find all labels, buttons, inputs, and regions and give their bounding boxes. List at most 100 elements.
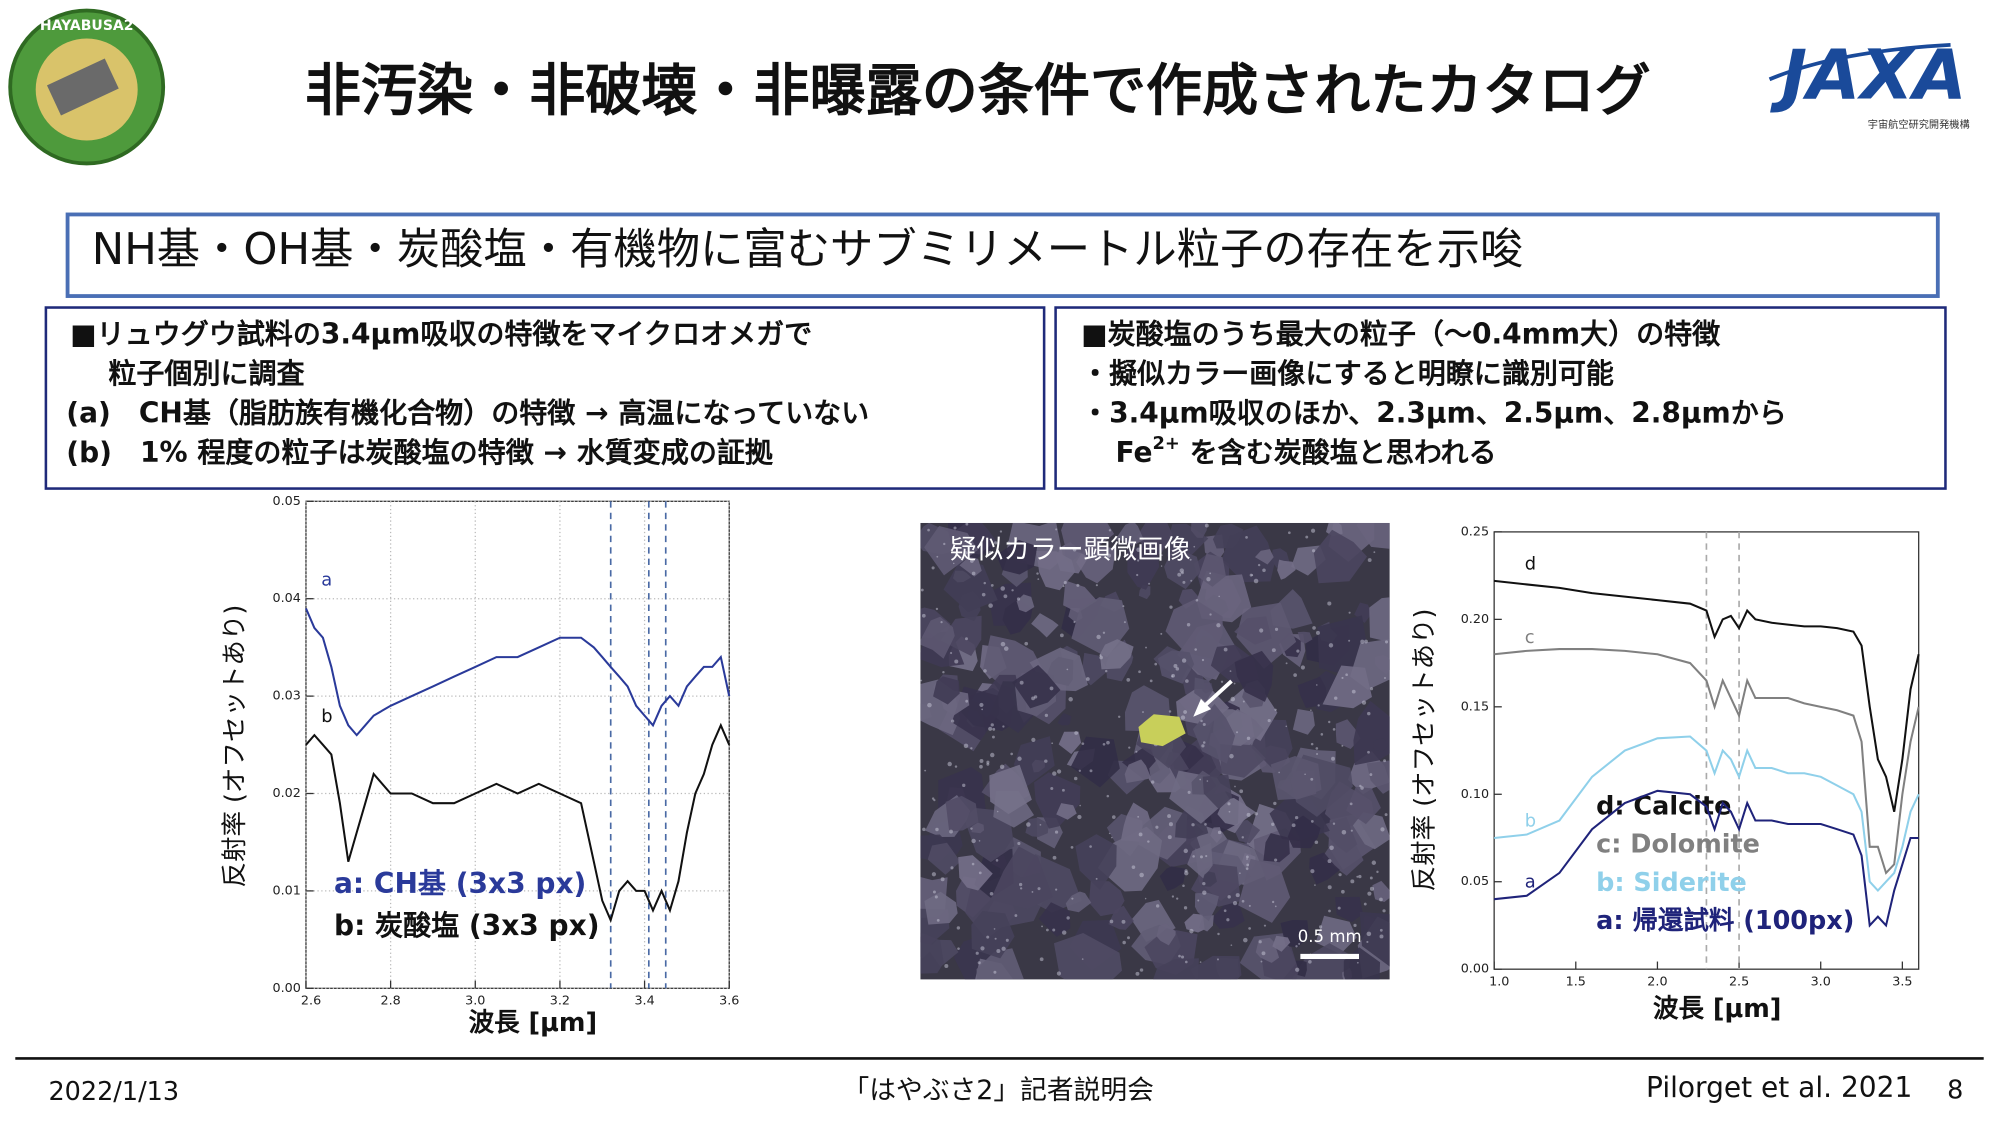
speck	[1349, 802, 1353, 806]
speck	[1031, 891, 1034, 893]
speck	[1185, 679, 1189, 683]
rock	[991, 854, 1008, 871]
rock	[1031, 759, 1045, 773]
speck	[1227, 895, 1231, 899]
speck	[1017, 756, 1022, 761]
rock	[1309, 852, 1340, 885]
rock	[1369, 597, 1390, 642]
speck	[1183, 710, 1187, 714]
speck	[1099, 655, 1103, 660]
speck	[949, 829, 953, 834]
rock	[1053, 932, 1123, 980]
speck	[1285, 662, 1288, 665]
speck	[1267, 719, 1271, 723]
speck	[953, 526, 957, 530]
speck	[1206, 577, 1211, 582]
speck	[971, 862, 975, 866]
x-tick-label: 3.4	[634, 994, 654, 1009]
footer-event: 「はやぶさ2」記者説明会	[842, 1075, 1153, 1106]
speck	[1056, 769, 1062, 774]
speck	[1242, 700, 1245, 703]
speck	[1073, 776, 1078, 781]
speck	[1209, 613, 1212, 616]
speck	[1331, 756, 1335, 761]
speck	[935, 607, 939, 611]
speck	[1180, 715, 1186, 720]
speck	[927, 528, 930, 532]
speck	[1334, 696, 1338, 700]
speck	[1202, 890, 1207, 895]
speck	[1236, 731, 1239, 734]
speck	[1233, 682, 1236, 685]
speck	[1026, 822, 1031, 827]
speck	[1254, 812, 1258, 816]
speck	[1081, 742, 1085, 746]
speck	[1003, 646, 1009, 651]
y-tick-label: 0.10	[1461, 787, 1489, 802]
photo-texture	[920, 522, 1390, 980]
rock	[1025, 817, 1049, 837]
speck	[1285, 725, 1288, 728]
page-number: 8	[1947, 1076, 1963, 1106]
speck	[1160, 565, 1163, 567]
speck	[1074, 731, 1079, 735]
speck	[1052, 855, 1057, 860]
speck	[1139, 968, 1144, 972]
speck	[970, 747, 973, 750]
speck	[1037, 887, 1041, 891]
series-label: c	[1525, 627, 1535, 648]
rock	[1057, 713, 1072, 726]
speck	[1135, 971, 1140, 976]
speck	[1194, 648, 1197, 651]
speck	[996, 949, 1001, 954]
speck	[952, 562, 955, 565]
speck	[1189, 928, 1194, 934]
speck	[1036, 572, 1039, 575]
y-tick-label: 0.05	[273, 494, 301, 509]
rock	[1156, 923, 1176, 946]
speck	[1314, 884, 1316, 886]
x-tick-label: 3.0	[465, 994, 485, 1009]
speck	[931, 566, 935, 570]
speck	[1223, 909, 1227, 913]
left-box-line: ■リュウグウ試料の3.4μm吸収の特徴をマイクロオメガで	[70, 318, 812, 351]
speck	[995, 859, 999, 862]
speck	[1350, 829, 1353, 832]
speck	[965, 637, 968, 641]
speck	[981, 592, 986, 597]
speck	[1262, 568, 1266, 573]
speck	[1288, 531, 1291, 535]
speck	[994, 937, 997, 940]
speck	[1155, 825, 1159, 829]
rock	[1297, 631, 1313, 644]
left-box	[44, 306, 1046, 490]
rock	[1190, 955, 1242, 980]
x-tick-label: 1.0	[1489, 974, 1509, 989]
rock	[1115, 522, 1144, 547]
speck	[1160, 554, 1163, 557]
speck	[1310, 709, 1312, 711]
speck	[1081, 958, 1084, 960]
speck	[1217, 830, 1222, 835]
speck	[920, 679, 923, 682]
speck	[1089, 845, 1092, 848]
speck	[1367, 711, 1371, 716]
speck	[1089, 769, 1093, 773]
speck	[1300, 665, 1305, 670]
series-label: a	[1525, 872, 1536, 893]
speck	[1017, 841, 1021, 846]
legend-entry: c: Dolomite	[1596, 830, 1760, 860]
speck	[1253, 578, 1259, 584]
speck	[1239, 872, 1241, 875]
speck	[1383, 759, 1387, 763]
speck	[1096, 634, 1101, 640]
speck	[1039, 957, 1044, 962]
speck	[1138, 670, 1141, 674]
speck	[1201, 744, 1205, 748]
speck	[1180, 955, 1185, 959]
x-axis-label: 波長 [μm]	[469, 1008, 597, 1038]
speck	[1181, 658, 1187, 663]
speck	[933, 799, 936, 802]
